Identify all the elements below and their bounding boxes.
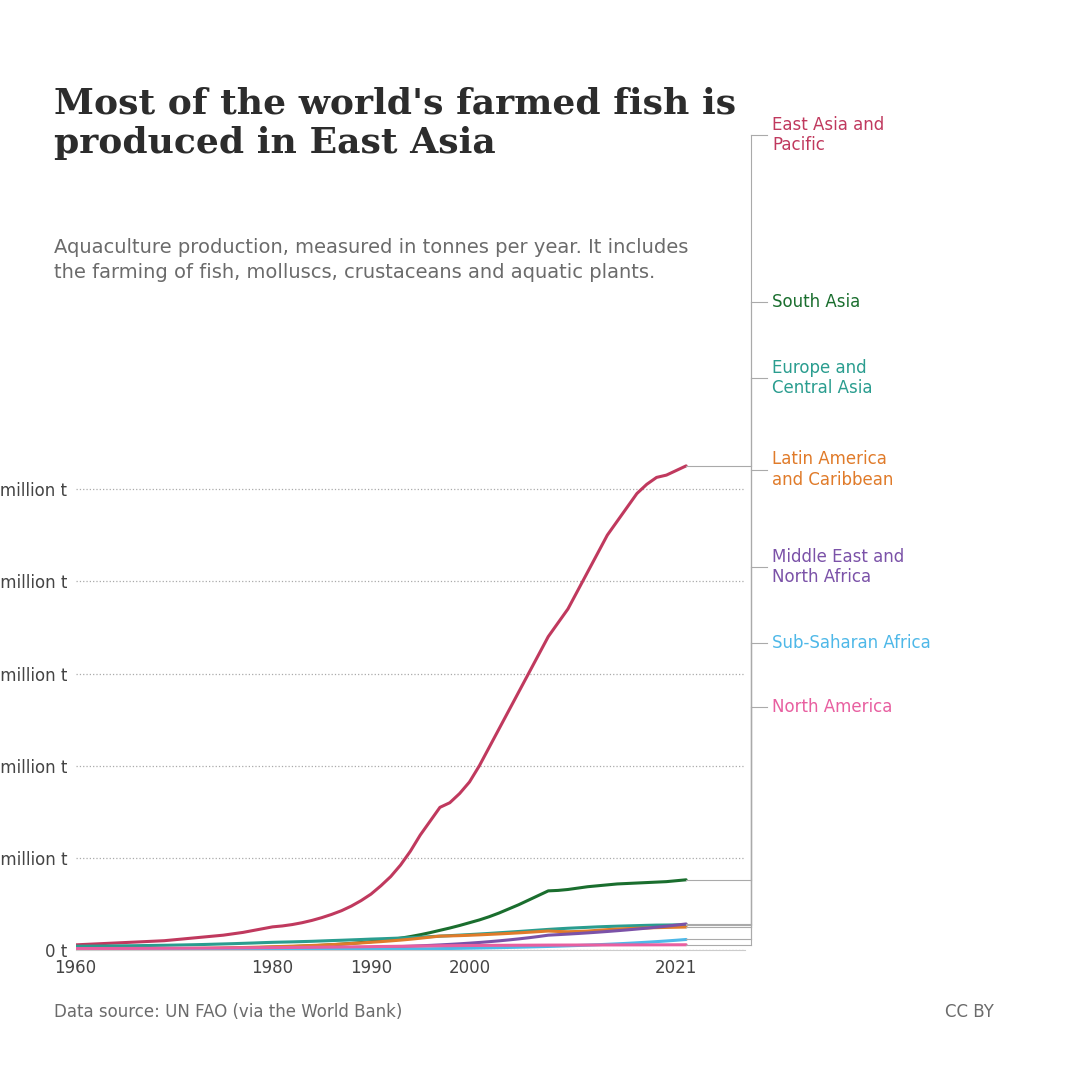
Text: South Asia: South Asia	[772, 294, 861, 311]
Text: Data source: UN FAO (via the World Bank): Data source: UN FAO (via the World Bank)	[54, 1002, 403, 1021]
Text: Aquaculture production, measured in tonnes per year. It includes
the farming of : Aquaculture production, measured in tonn…	[54, 238, 688, 282]
Text: Sub-Saharan Africa: Sub-Saharan Africa	[772, 634, 931, 651]
Text: North America: North America	[772, 699, 892, 716]
Text: Most of the world's farmed fish is
produced in East Asia: Most of the world's farmed fish is produ…	[54, 86, 737, 160]
Text: Latin America
and Caribbean: Latin America and Caribbean	[772, 450, 893, 489]
Text: Our World: Our World	[927, 66, 1017, 81]
Text: in Data: in Data	[940, 103, 1004, 118]
Text: CC BY: CC BY	[945, 1002, 994, 1021]
Text: Europe and
Central Asia: Europe and Central Asia	[772, 359, 873, 397]
Text: Middle East and
North Africa: Middle East and North Africa	[772, 548, 904, 586]
Text: East Asia and
Pacific: East Asia and Pacific	[772, 116, 885, 154]
